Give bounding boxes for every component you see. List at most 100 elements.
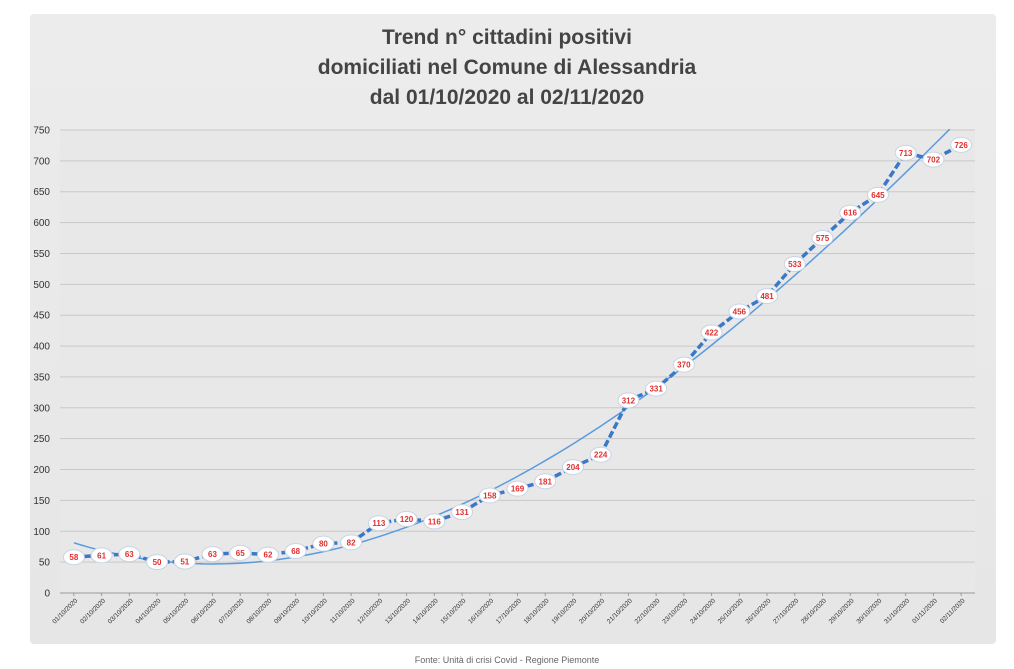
data-label: 616 [844,209,858,218]
data-point [783,255,806,272]
data-label: 533 [788,260,802,269]
x-tick-label: 07/10/2020 [218,597,246,625]
y-tick-label: 750 [33,126,50,137]
data-label: 120 [400,515,414,524]
data-point [340,534,363,551]
data-point [589,446,612,463]
data-label: 65 [236,549,245,558]
data-label: 68 [291,547,300,556]
data-label: 331 [649,385,663,394]
data-point [478,487,501,504]
data-point [367,515,390,532]
data-point [672,356,695,373]
y-tick-label: 650 [33,187,50,198]
y-tick-label: 350 [33,372,50,383]
chart-title-line-1: Trend n° cittadini positivi [382,26,632,49]
x-tick-label: 16/10/2020 [467,597,495,625]
x-tick-label: 01/11/2020 [911,597,939,625]
x-tick-label: 24/10/2020 [689,597,717,625]
y-tick-label: 250 [33,434,50,445]
data-label: 116 [428,517,441,526]
data-point [229,544,252,561]
y-tick-label: 0 [44,589,50,600]
x-tick-label: 04/10/2020 [134,597,162,625]
data-point [894,144,917,161]
y-tick-label: 550 [33,249,50,260]
data-label: 713 [899,149,913,158]
x-tick-label: 09/10/2020 [273,597,301,625]
data-label: 82 [347,538,356,547]
chart-title-line-2: domiciliati nel Comune di Alessandria [317,56,697,79]
x-tick-label: 31/10/2020 [883,597,911,625]
x-tick-label: 18/10/2020 [523,597,551,625]
x-tick-label: 25/10/2020 [717,597,745,625]
x-tick-label: 02/11/2020 [939,597,967,625]
y-tick-label: 100 [33,527,50,538]
data-point [284,543,307,560]
data-point [451,504,474,521]
x-tick-label: 10/10/2020 [301,597,329,625]
data-point [700,324,723,341]
data-point [395,510,418,527]
data-point [62,549,85,566]
x-tick-label: 12/10/2020 [356,597,384,625]
y-tick-label: 450 [33,311,50,322]
data-point [839,204,862,221]
data-point [950,136,973,153]
data-label: 702 [927,156,941,165]
data-point [256,546,279,563]
data-label: 51 [180,558,189,567]
data-point [811,230,834,247]
data-point [866,186,889,203]
data-point [645,380,668,397]
data-label: 50 [153,558,162,567]
data-label: 422 [705,328,719,337]
x-tick-label: 06/10/2020 [190,597,218,625]
data-label: 181 [539,477,553,486]
x-tick-label: 11/10/2020 [329,597,357,625]
x-tick-label: 14/10/2020 [412,597,440,625]
x-tick-label: 27/10/2020 [772,597,800,625]
x-tick-label: 13/10/2020 [384,597,412,625]
data-label: 456 [733,307,747,316]
x-tick-label: 02/10/2020 [79,597,107,625]
x-tick-label: 03/10/2020 [107,597,135,625]
x-tick-label: 30/10/2020 [855,597,883,625]
data-label: 312 [622,396,636,405]
data-point [617,392,640,409]
data-point [756,288,779,305]
y-tick-label: 400 [33,342,50,353]
y-tick-label: 300 [33,403,50,414]
data-point [561,459,584,476]
x-tick-label: 01/10/2020 [51,597,79,625]
data-point [728,303,751,320]
data-label: 169 [511,485,525,494]
data-point [173,553,196,570]
x-tick-label: 08/10/2020 [245,597,273,625]
data-point [146,554,169,571]
data-label: 63 [125,550,134,559]
data-label: 204 [566,463,580,472]
y-tick-label: 200 [33,465,50,476]
y-tick-label: 500 [33,280,50,291]
y-tick-label: 700 [33,156,50,167]
data-label: 158 [483,491,497,500]
data-label: 113 [372,519,385,528]
y-tick-label: 50 [39,558,51,569]
data-label: 61 [97,551,106,560]
data-point [423,513,446,530]
data-label: 370 [677,361,691,370]
x-tick-label: 17/10/2020 [495,597,523,625]
data-point [312,535,335,552]
data-point [118,546,141,563]
x-tick-label: 28/10/2020 [800,597,828,625]
chart-title-line-3: dal 01/10/2020 al 02/11/2020 [369,86,645,109]
x-tick-label: 23/10/2020 [661,597,689,625]
data-label: 645 [871,191,885,200]
data-point [922,151,945,168]
plot-area [60,130,975,593]
data-label: 131 [455,508,469,517]
x-tick-label: 20/10/2020 [578,597,606,625]
